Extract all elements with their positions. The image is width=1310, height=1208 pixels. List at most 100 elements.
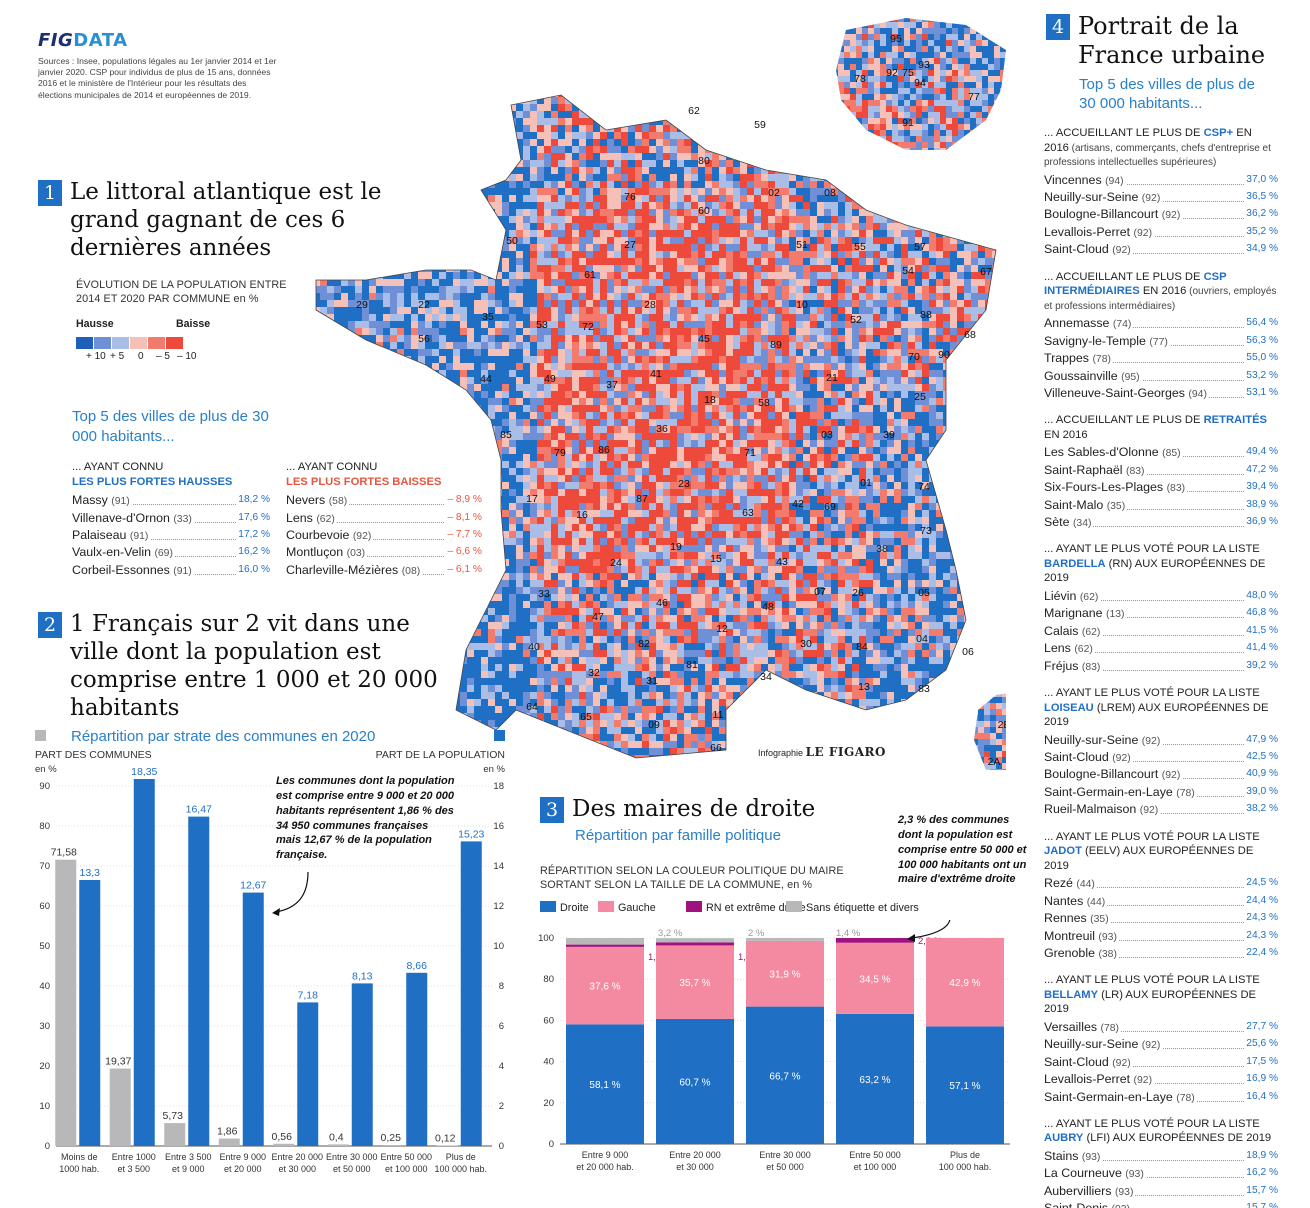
commune-cell xyxy=(404,370,412,378)
commune-cell xyxy=(316,95,321,98)
commune-cell xyxy=(894,279,902,287)
commune-cell xyxy=(544,286,552,294)
commune-cell xyxy=(418,279,426,287)
commune-cell xyxy=(474,433,482,441)
commune-cell xyxy=(383,95,391,98)
commune-cell xyxy=(978,363,986,371)
commune-cell xyxy=(992,111,996,119)
commune-cell xyxy=(544,181,552,189)
commune-cell xyxy=(894,272,902,280)
commune-cell xyxy=(719,244,727,252)
commune-cell xyxy=(873,272,881,280)
commune-cell xyxy=(404,419,412,427)
commune-cell xyxy=(719,216,727,224)
commune-cell xyxy=(782,188,790,196)
commune-cell xyxy=(775,342,783,350)
commune-cell xyxy=(880,391,888,399)
commune-cell xyxy=(733,307,741,315)
commune-cell xyxy=(502,328,510,336)
commune-cell xyxy=(782,405,790,413)
commune-cell xyxy=(726,405,734,413)
commune-cell xyxy=(607,195,615,203)
commune-cell xyxy=(761,139,769,147)
commune-cell xyxy=(740,370,748,378)
commune-cell xyxy=(600,132,608,140)
commune-cell xyxy=(677,188,685,196)
commune-cell xyxy=(320,363,328,371)
commune-cell xyxy=(635,363,643,371)
commune-cell xyxy=(593,167,601,175)
commune-cell xyxy=(509,195,517,203)
commune-cell xyxy=(852,356,860,364)
commune-cell xyxy=(530,377,538,385)
commune-cell xyxy=(453,426,461,434)
commune-cell xyxy=(516,95,524,98)
commune-cell xyxy=(481,95,489,98)
commune-cell xyxy=(607,349,615,357)
commune-cell xyxy=(607,370,615,378)
commune-cell xyxy=(474,174,482,182)
commune-cell xyxy=(670,286,678,294)
commune-cell xyxy=(810,167,818,175)
commune-cell xyxy=(978,300,986,308)
commune-cell xyxy=(495,139,503,147)
commune-cell xyxy=(530,335,538,343)
commune-cell xyxy=(929,300,937,308)
commune-cell xyxy=(929,412,937,420)
commune-cell xyxy=(607,265,615,273)
commune-cell xyxy=(425,356,433,364)
commune-cell xyxy=(586,209,594,217)
commune-cell xyxy=(334,391,342,399)
commune-cell xyxy=(929,216,937,224)
commune-cell xyxy=(586,279,594,287)
commune-cell xyxy=(537,405,545,413)
commune-cell xyxy=(978,153,986,161)
commune-cell xyxy=(663,216,671,224)
commune-cell xyxy=(971,286,979,294)
commune-cell xyxy=(306,356,314,364)
commune-cell xyxy=(901,356,909,364)
commune-cell xyxy=(474,342,482,350)
commune-cell xyxy=(495,111,503,119)
commune-cell xyxy=(684,433,692,441)
commune-cell xyxy=(495,279,503,287)
commune-cell xyxy=(586,174,594,182)
commune-cell xyxy=(789,223,797,231)
commune-cell xyxy=(432,139,440,147)
commune-cell xyxy=(488,307,496,315)
commune-cell xyxy=(530,363,538,371)
commune-cell xyxy=(635,125,643,133)
commune-cell xyxy=(810,195,818,203)
commune-cell xyxy=(565,118,573,126)
commune-cell xyxy=(733,209,741,217)
commune-cell xyxy=(999,412,1006,420)
commune-cell xyxy=(880,363,888,371)
commune-cell xyxy=(964,153,972,161)
commune-cell xyxy=(726,363,734,371)
commune-cell xyxy=(579,139,587,147)
commune-cell xyxy=(712,95,720,98)
commune-cell xyxy=(635,391,643,399)
commune-cell xyxy=(894,251,902,259)
commune-cell xyxy=(649,356,657,364)
commune-cell xyxy=(607,391,615,399)
commune-cell xyxy=(796,118,804,126)
commune-cell xyxy=(425,160,433,168)
commune-cell xyxy=(516,209,524,217)
commune-cell xyxy=(642,356,650,364)
commune-cell xyxy=(404,146,412,154)
commune-cell xyxy=(341,95,349,98)
commune-cell xyxy=(789,328,797,336)
commune-cell xyxy=(670,139,678,147)
commune-cell xyxy=(544,412,552,420)
commune-cell xyxy=(516,202,524,210)
commune-cell xyxy=(397,286,405,294)
commune-cell xyxy=(796,412,804,420)
commune-cell xyxy=(607,377,615,385)
commune-cell xyxy=(859,209,867,217)
commune-cell xyxy=(838,370,846,378)
commune-cell xyxy=(334,342,342,350)
commune-cell xyxy=(831,244,839,252)
commune-cell xyxy=(705,328,713,336)
commune-cell xyxy=(866,244,874,252)
